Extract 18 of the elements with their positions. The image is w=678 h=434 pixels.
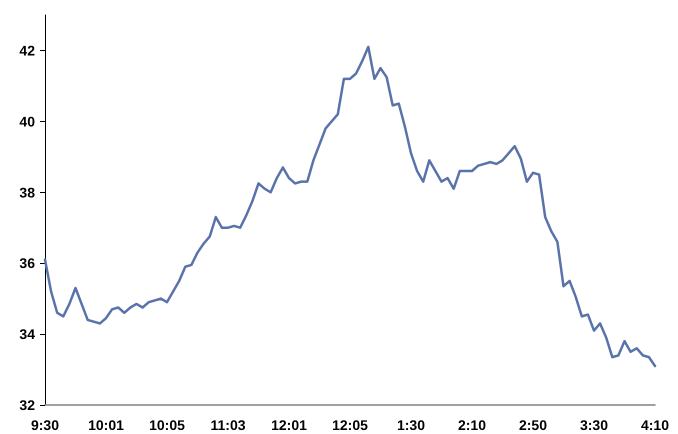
x-tick-label: 11:03 — [210, 417, 246, 433]
y-tick-label: 40 — [19, 113, 36, 130]
line-series — [44, 46, 656, 368]
y-tick-label: 38 — [19, 184, 36, 200]
x-tick-label: 1:30 — [396, 417, 426, 433]
x-tick-label: 4:10 — [640, 417, 670, 433]
x-tick-label: 3:30 — [580, 417, 608, 433]
y-tick-label: 32 — [19, 397, 36, 413]
y-tick-label: 42 — [19, 42, 36, 58]
x-tick-label: 2:50 — [518, 417, 548, 433]
x-tick-label: 12:01 — [271, 417, 308, 433]
x-tick-label: 9:30 — [30, 417, 60, 433]
x-tick-label: 2:10 — [458, 417, 486, 433]
x-tick-label: 10:05 — [149, 417, 186, 433]
x-tick-label: 10:01 — [88, 417, 124, 433]
y-tick-label: 36 — [19, 255, 36, 272]
y-tick-label: 34 — [19, 326, 36, 342]
x-tick-label: 12:05 — [332, 417, 368, 433]
